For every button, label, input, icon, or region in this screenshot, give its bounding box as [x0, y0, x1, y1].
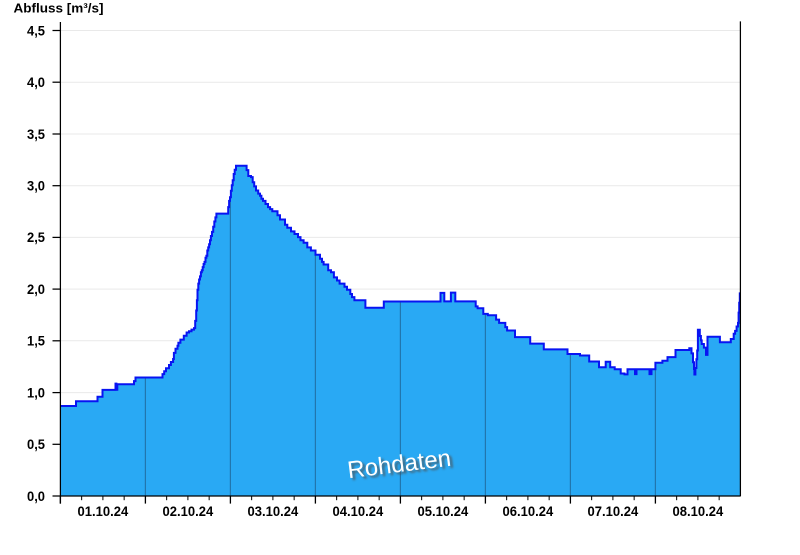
svg-text:1,0: 1,0	[27, 384, 45, 400]
svg-text:2,5: 2,5	[27, 229, 45, 245]
svg-text:01.10.24: 01.10.24	[78, 503, 129, 519]
svg-text:0,0: 0,0	[27, 488, 45, 504]
svg-text:05.10.24: 05.10.24	[418, 503, 469, 519]
svg-text:4,0: 4,0	[27, 74, 45, 90]
svg-text:2,0: 2,0	[27, 281, 45, 297]
svg-text:03.10.24: 03.10.24	[248, 503, 299, 519]
svg-text:02.10.24: 02.10.24	[163, 503, 214, 519]
svg-text:0,5: 0,5	[27, 436, 45, 452]
svg-text:04.10.24: 04.10.24	[333, 503, 384, 519]
svg-text:07.10.24: 07.10.24	[588, 503, 639, 519]
svg-text:1,5: 1,5	[27, 333, 45, 349]
svg-text:06.10.24: 06.10.24	[503, 503, 554, 519]
svg-text:4,5: 4,5	[27, 22, 45, 38]
svg-text:Abfluss [m³/s]: Abfluss [m³/s]	[14, 0, 104, 15]
svg-text:3,5: 3,5	[27, 126, 45, 142]
svg-text:3,0: 3,0	[27, 178, 45, 194]
svg-text:08.10.24: 08.10.24	[673, 503, 724, 519]
